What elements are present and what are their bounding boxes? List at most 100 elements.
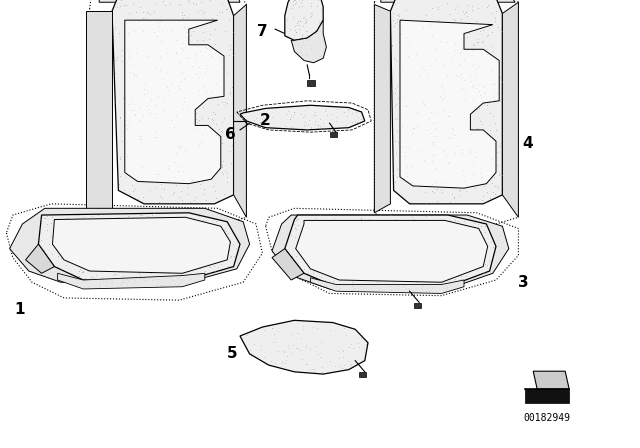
Point [343, 217, 353, 224]
Point [356, 215, 366, 222]
Point [291, 19, 301, 26]
Point [151, 276, 161, 283]
Point [205, 141, 215, 148]
Point [431, 97, 441, 104]
Point [456, 83, 467, 90]
Point [148, 17, 159, 25]
Point [296, 3, 307, 10]
Point [124, 99, 134, 107]
Point [118, 239, 128, 246]
Point [145, 186, 155, 194]
Point [486, 257, 497, 264]
Point [211, 218, 221, 225]
Point [334, 282, 344, 289]
Point [492, 161, 502, 168]
Point [289, 109, 300, 116]
Point [432, 185, 442, 192]
Polygon shape [310, 278, 464, 293]
Point [496, 139, 506, 146]
Point [387, 216, 397, 224]
Point [302, 125, 312, 133]
Point [420, 248, 430, 255]
Point [365, 280, 376, 288]
Point [138, 123, 148, 130]
Point [165, 18, 175, 26]
Point [375, 241, 385, 248]
Point [436, 82, 446, 89]
Point [142, 258, 152, 266]
Point [425, 31, 435, 39]
Point [228, 230, 238, 237]
Point [351, 242, 361, 249]
Point [175, 50, 185, 57]
Point [212, 136, 222, 143]
Point [139, 128, 149, 135]
Point [428, 152, 438, 159]
Point [124, 53, 134, 60]
Point [348, 261, 358, 268]
Point [309, 111, 319, 118]
Point [176, 1, 186, 8]
Point [401, 143, 412, 150]
Point [385, 212, 395, 219]
Point [379, 273, 389, 280]
Point [223, 133, 234, 140]
Point [441, 39, 451, 46]
Point [446, 54, 456, 61]
Point [291, 226, 301, 233]
Point [101, 256, 111, 263]
Point [423, 171, 433, 178]
Point [439, 89, 449, 96]
Point [331, 117, 341, 125]
Point [375, 211, 385, 219]
Point [490, 89, 500, 96]
Point [466, 63, 476, 70]
Point [413, 114, 424, 121]
Point [464, 235, 474, 242]
Point [339, 251, 349, 258]
Point [461, 120, 472, 127]
Point [447, 191, 457, 198]
Point [493, 24, 503, 31]
Point [367, 244, 377, 251]
Point [496, 25, 506, 32]
Point [356, 218, 366, 225]
Point [159, 262, 170, 269]
Point [440, 18, 450, 26]
Point [256, 342, 266, 349]
Point [204, 244, 214, 251]
Point [115, 153, 125, 160]
Point [431, 266, 442, 273]
Point [422, 277, 432, 284]
Point [166, 141, 177, 148]
Point [204, 270, 214, 277]
Point [301, 27, 311, 34]
Point [431, 131, 441, 138]
Point [359, 267, 369, 274]
Point [425, 119, 435, 126]
Point [180, 0, 191, 3]
Point [189, 241, 200, 248]
Point [211, 228, 221, 235]
Point [444, 270, 454, 277]
Point [145, 255, 156, 263]
Point [209, 111, 220, 118]
Point [448, 130, 458, 137]
Point [424, 289, 434, 296]
Point [312, 324, 322, 332]
Point [145, 120, 156, 127]
Point [330, 271, 340, 279]
Point [302, 50, 312, 57]
Point [184, 220, 195, 227]
Polygon shape [58, 273, 205, 289]
Point [122, 225, 132, 232]
Polygon shape [234, 4, 246, 217]
Point [306, 0, 316, 6]
Point [249, 341, 259, 348]
Point [152, 215, 163, 223]
Point [173, 277, 183, 284]
Point [460, 153, 470, 160]
Point [448, 280, 458, 288]
Point [424, 274, 434, 281]
Point [116, 47, 127, 54]
